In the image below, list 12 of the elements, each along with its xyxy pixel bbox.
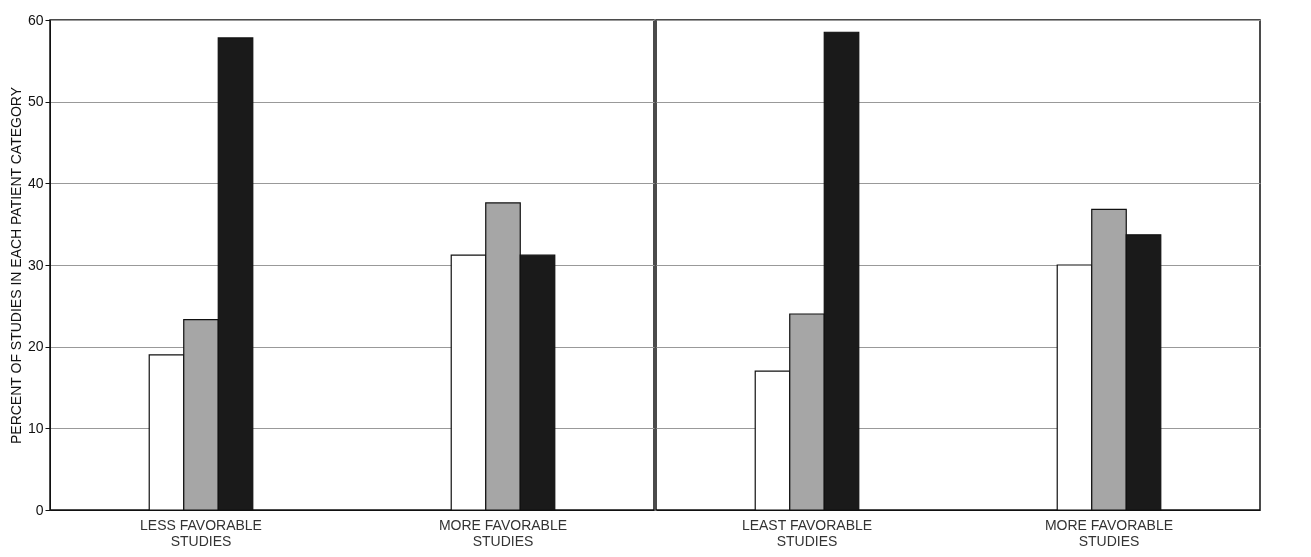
x-tick-label: LESS FAVORABLE STUDIES	[140, 516, 262, 549]
x-tick-label: MORE FAVORABLE STUDIES	[1044, 516, 1174, 549]
y-tick-label: 10	[27, 419, 44, 436]
y-tick-label: 60	[27, 11, 44, 28]
y-axis-title: PERCENT OF STUDIES IN EACH PATIENT CATEGORY	[7, 86, 24, 445]
y-tick-label: 20	[27, 338, 44, 355]
y-tick-label: 40	[27, 174, 44, 191]
y-tick-label: 30	[27, 256, 44, 273]
y-tick-label: 50	[27, 93, 44, 110]
x-tick-label: MORE FAVORABLE STUDIES	[438, 516, 568, 549]
y-tick-label: 0	[35, 501, 44, 518]
x-tick-label: LEAST FAVORABLE STUDIES	[741, 516, 873, 549]
